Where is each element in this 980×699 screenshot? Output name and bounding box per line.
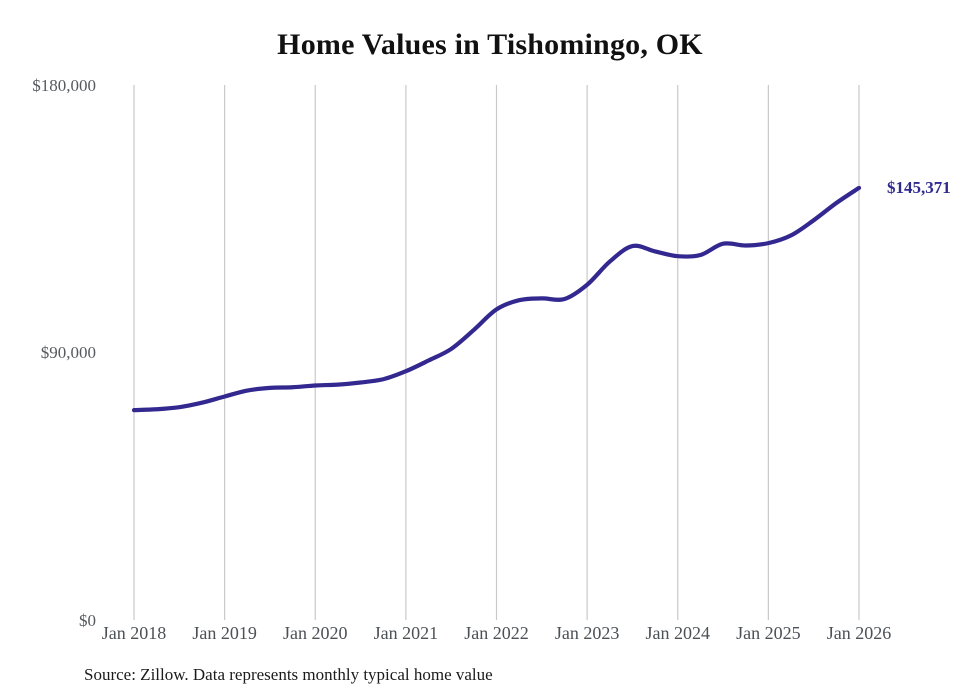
y-axis-tick-90000: $90,000	[40, 343, 96, 362]
chart-title: Home Values in Tishomingo, OK	[277, 28, 703, 61]
x-axis-tick-jan-2020: Jan 2020	[283, 623, 348, 643]
x-axis-tick-jan-2018: Jan 2018	[101, 623, 167, 643]
y-axis-tick-180000: $180,000	[32, 76, 96, 95]
end-value-label: $145,371	[887, 177, 951, 197]
y-axis-tick-0: $0	[79, 611, 96, 630]
x-axis-tick-jan-2021: Jan 2021	[373, 623, 439, 643]
vertical-gridlines	[133, 85, 860, 620]
source-note: Source: Zillow. Data represents monthly …	[84, 665, 493, 684]
x-axis-tick-jan-2026: Jan 2026	[826, 623, 892, 643]
home-value-line	[131, 185, 862, 413]
x-axis-tick-jan-2024: Jan 2024	[645, 623, 711, 643]
x-axis-tick-jan-2023: Jan 2023	[554, 623, 620, 643]
x-axis-tick-jan-2025: Jan 2025	[736, 623, 801, 643]
x-axis-tick-jan-2019: Jan 2019	[192, 623, 257, 643]
x-axis-tick-jan-2022: Jan 2022	[464, 623, 529, 643]
